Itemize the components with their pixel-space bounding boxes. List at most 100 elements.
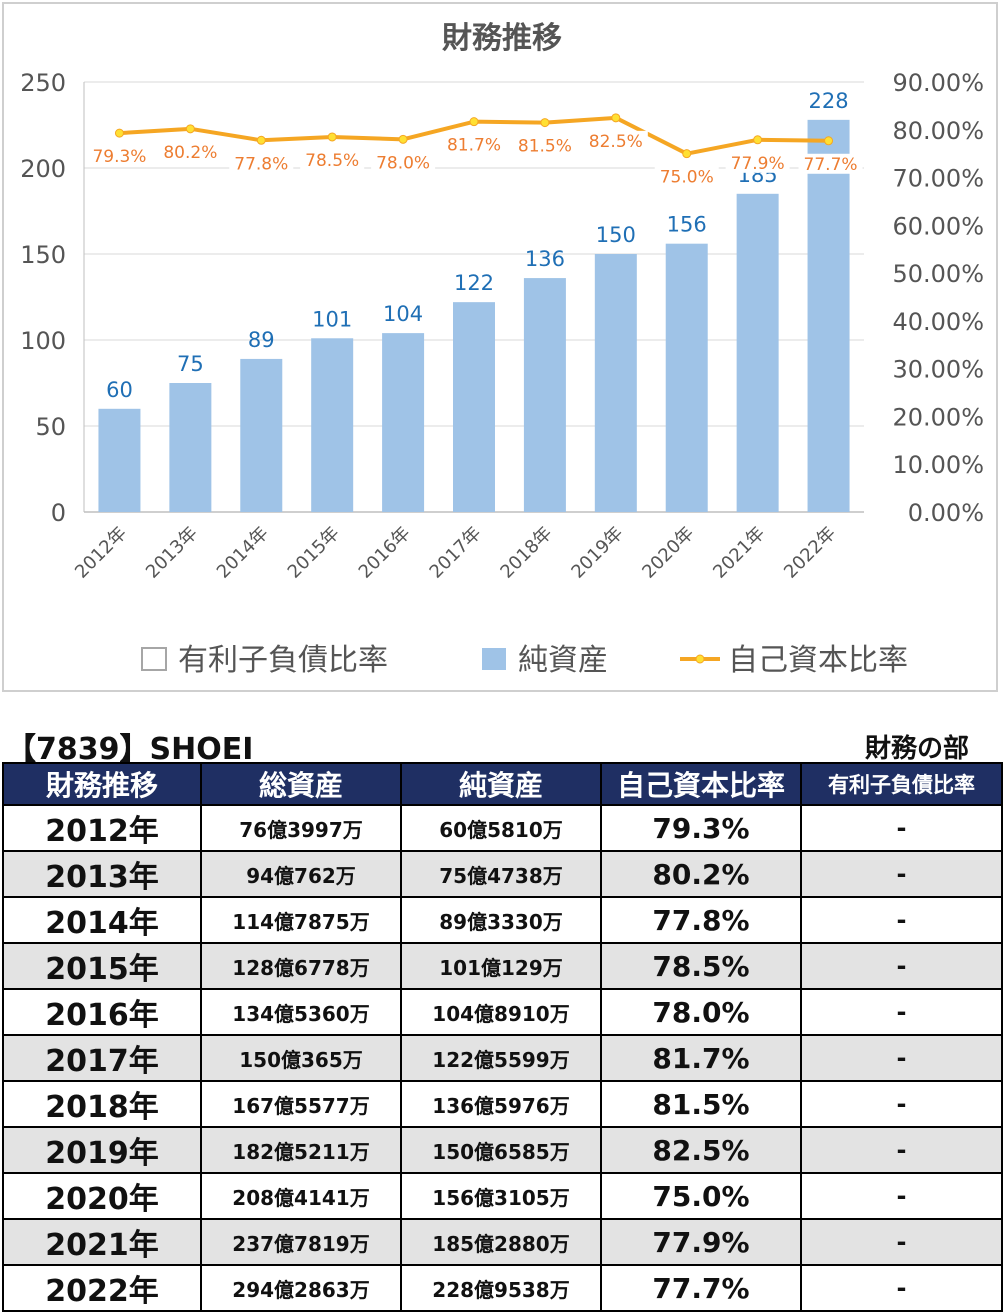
line-data-label: 77.9% bbox=[731, 154, 785, 174]
cell-year: 2019年 bbox=[2, 1126, 202, 1174]
bar-net-assets bbox=[523, 278, 566, 512]
header-net-assets: 純資産 bbox=[400, 762, 602, 806]
x-tick-label: 2013年 bbox=[142, 523, 202, 583]
cell-equity-ratio: 75.0% bbox=[600, 1172, 802, 1220]
y-right-tick-label: 90.00% bbox=[892, 69, 984, 97]
line-label-bg bbox=[158, 141, 223, 162]
line-label-bg bbox=[798, 153, 863, 174]
cell-total-assets: 134億5360万 bbox=[200, 988, 402, 1036]
x-tick-label: 2020年 bbox=[638, 523, 698, 583]
line-label-bg bbox=[583, 130, 648, 151]
x-tick-label: 2014年 bbox=[213, 523, 273, 583]
cell-net-assets: 185億2880万 bbox=[400, 1218, 602, 1266]
bar-net-assets bbox=[665, 243, 708, 512]
y-right-tick-label: 40.00% bbox=[892, 308, 984, 336]
line-label-bg bbox=[654, 166, 719, 187]
table-header-row: 財務推移 総資産 純資産 自己資本比率 有利子負債比率 bbox=[2, 762, 1003, 806]
cell-debt-ratio: - bbox=[800, 988, 1003, 1036]
cell-total-assets: 294億2863万 bbox=[200, 1264, 402, 1312]
chart-title: 財務推移 bbox=[442, 21, 562, 56]
x-tick-label: 2021年 bbox=[709, 523, 769, 583]
y-right-tick-label: 20.00% bbox=[892, 403, 984, 431]
x-tick-label: 2016年 bbox=[355, 523, 415, 583]
line-marker bbox=[256, 135, 266, 145]
legend-swatch-net-assets bbox=[482, 648, 506, 670]
bar-data-label: 150 bbox=[596, 223, 636, 247]
bar-data-label: 228 bbox=[808, 89, 848, 113]
cell-total-assets: 114億7875万 bbox=[200, 896, 402, 944]
cell-year: 2021年 bbox=[2, 1218, 202, 1266]
cell-total-assets: 76億3997万 bbox=[200, 804, 402, 852]
line-marker bbox=[398, 134, 408, 144]
line-marker bbox=[327, 132, 337, 142]
cell-year: 2012年 bbox=[2, 804, 202, 852]
financial-table: 財務推移 総資産 純資産 自己資本比率 有利子負債比率 2012年 76億3997… bbox=[2, 762, 1003, 1312]
bar-data-label: 122 bbox=[454, 271, 494, 295]
cell-equity-ratio: 78.0% bbox=[600, 988, 802, 1036]
cell-net-assets: 104億8910万 bbox=[400, 988, 602, 1036]
y-left-tick-label: 100 bbox=[20, 327, 66, 355]
cell-total-assets: 150億365万 bbox=[200, 1034, 402, 1082]
line-marker bbox=[540, 118, 550, 128]
line-marker bbox=[753, 135, 763, 145]
bar-net-assets bbox=[98, 408, 141, 512]
table-row: 2014年 114億7875万 89億3330万 77.8% - bbox=[2, 896, 1003, 944]
cell-debt-ratio: - bbox=[800, 896, 1003, 944]
bar-net-assets bbox=[169, 383, 212, 512]
bar-data-label: 136 bbox=[525, 247, 565, 271]
line-data-label: 82.5% bbox=[589, 132, 643, 152]
line-data-label: 81.5% bbox=[518, 137, 572, 157]
line-label-bg bbox=[229, 153, 294, 174]
cell-net-assets: 89億3330万 bbox=[400, 896, 602, 944]
table-row: 2017年 150億365万 122億5599万 81.7% - bbox=[2, 1034, 1003, 1082]
x-tick-label: 2022年 bbox=[780, 523, 840, 583]
bar-net-assets bbox=[382, 333, 425, 512]
y-left-tick-label: 250 bbox=[20, 69, 66, 97]
bar-data-label: 104 bbox=[383, 302, 423, 326]
cell-equity-ratio: 77.8% bbox=[600, 896, 802, 944]
cell-year: 2015年 bbox=[2, 942, 202, 990]
cell-equity-ratio: 79.3% bbox=[600, 804, 802, 852]
cell-year: 2017年 bbox=[2, 1034, 202, 1082]
line-marker bbox=[185, 124, 195, 134]
x-tick-label: 2015年 bbox=[284, 523, 344, 583]
line-data-label: 75.0% bbox=[660, 168, 714, 188]
cell-equity-ratio: 81.5% bbox=[600, 1080, 802, 1128]
ticker-title: 【7839】SHOEI bbox=[6, 732, 254, 767]
legend-label-debt-ratio: 有利子負債比率 bbox=[178, 643, 388, 678]
header-total-assets: 総資産 bbox=[200, 762, 402, 806]
line-marker bbox=[114, 128, 124, 138]
table-row: 2022年 294億2863万 228億9538万 77.7% - bbox=[2, 1264, 1003, 1312]
bar-data-label: 156 bbox=[667, 213, 707, 237]
y-right-tick-label: 50.00% bbox=[892, 260, 984, 288]
chart-frame: 財務推移 0 50 100 150 200 250 0.00% 10.00% 20.00% 30.0… bbox=[2, 2, 998, 692]
table-row: 2016年 134億5360万 104億8910万 78.0% - bbox=[2, 988, 1003, 1036]
bar-net-assets bbox=[311, 338, 354, 512]
bar-net-assets bbox=[807, 119, 850, 512]
y-left-tick-label: 200 bbox=[20, 155, 66, 183]
cell-equity-ratio: 81.7% bbox=[600, 1034, 802, 1082]
table-row: 2015年 128億6778万 101億129万 78.5% - bbox=[2, 942, 1003, 990]
line-data-label: 78.5% bbox=[305, 151, 359, 171]
y-right-tick-label: 0.00% bbox=[908, 499, 984, 527]
legend-label-equity-ratio: 自己資本比率 bbox=[728, 643, 908, 678]
y-left-tick-label: 0 bbox=[51, 499, 66, 527]
table-row: 2012年 76億3997万 60億5810万 79.3% - bbox=[2, 804, 1003, 852]
line-data-label: 77.7% bbox=[804, 155, 858, 175]
cell-total-assets: 182億5211万 bbox=[200, 1126, 402, 1174]
financial-chart: 財務推移 0 50 100 150 200 250 0.00% 10.00% 20.00% 30.0… bbox=[20, 21, 984, 678]
section-label: 財務の部 bbox=[864, 734, 969, 764]
bar-data-label: 75 bbox=[177, 352, 204, 376]
line-marker bbox=[824, 136, 834, 146]
legend-swatch-debt-ratio bbox=[141, 647, 167, 671]
legend-label-net-assets: 純資産 bbox=[518, 643, 608, 678]
y-right-tick-label: 30.00% bbox=[892, 356, 984, 384]
line-data-label: 78.0% bbox=[376, 153, 430, 173]
line-label-bg bbox=[442, 134, 506, 155]
header-period: 財務推移 bbox=[2, 762, 202, 806]
y-right-tick-label: 80.00% bbox=[892, 117, 984, 145]
cell-equity-ratio: 82.5% bbox=[600, 1126, 802, 1174]
table-row: 2018年 167億5577万 136億5976万 81.5% - bbox=[2, 1080, 1003, 1128]
cell-debt-ratio: - bbox=[800, 1218, 1003, 1266]
cell-equity-ratio: 78.5% bbox=[600, 942, 802, 990]
